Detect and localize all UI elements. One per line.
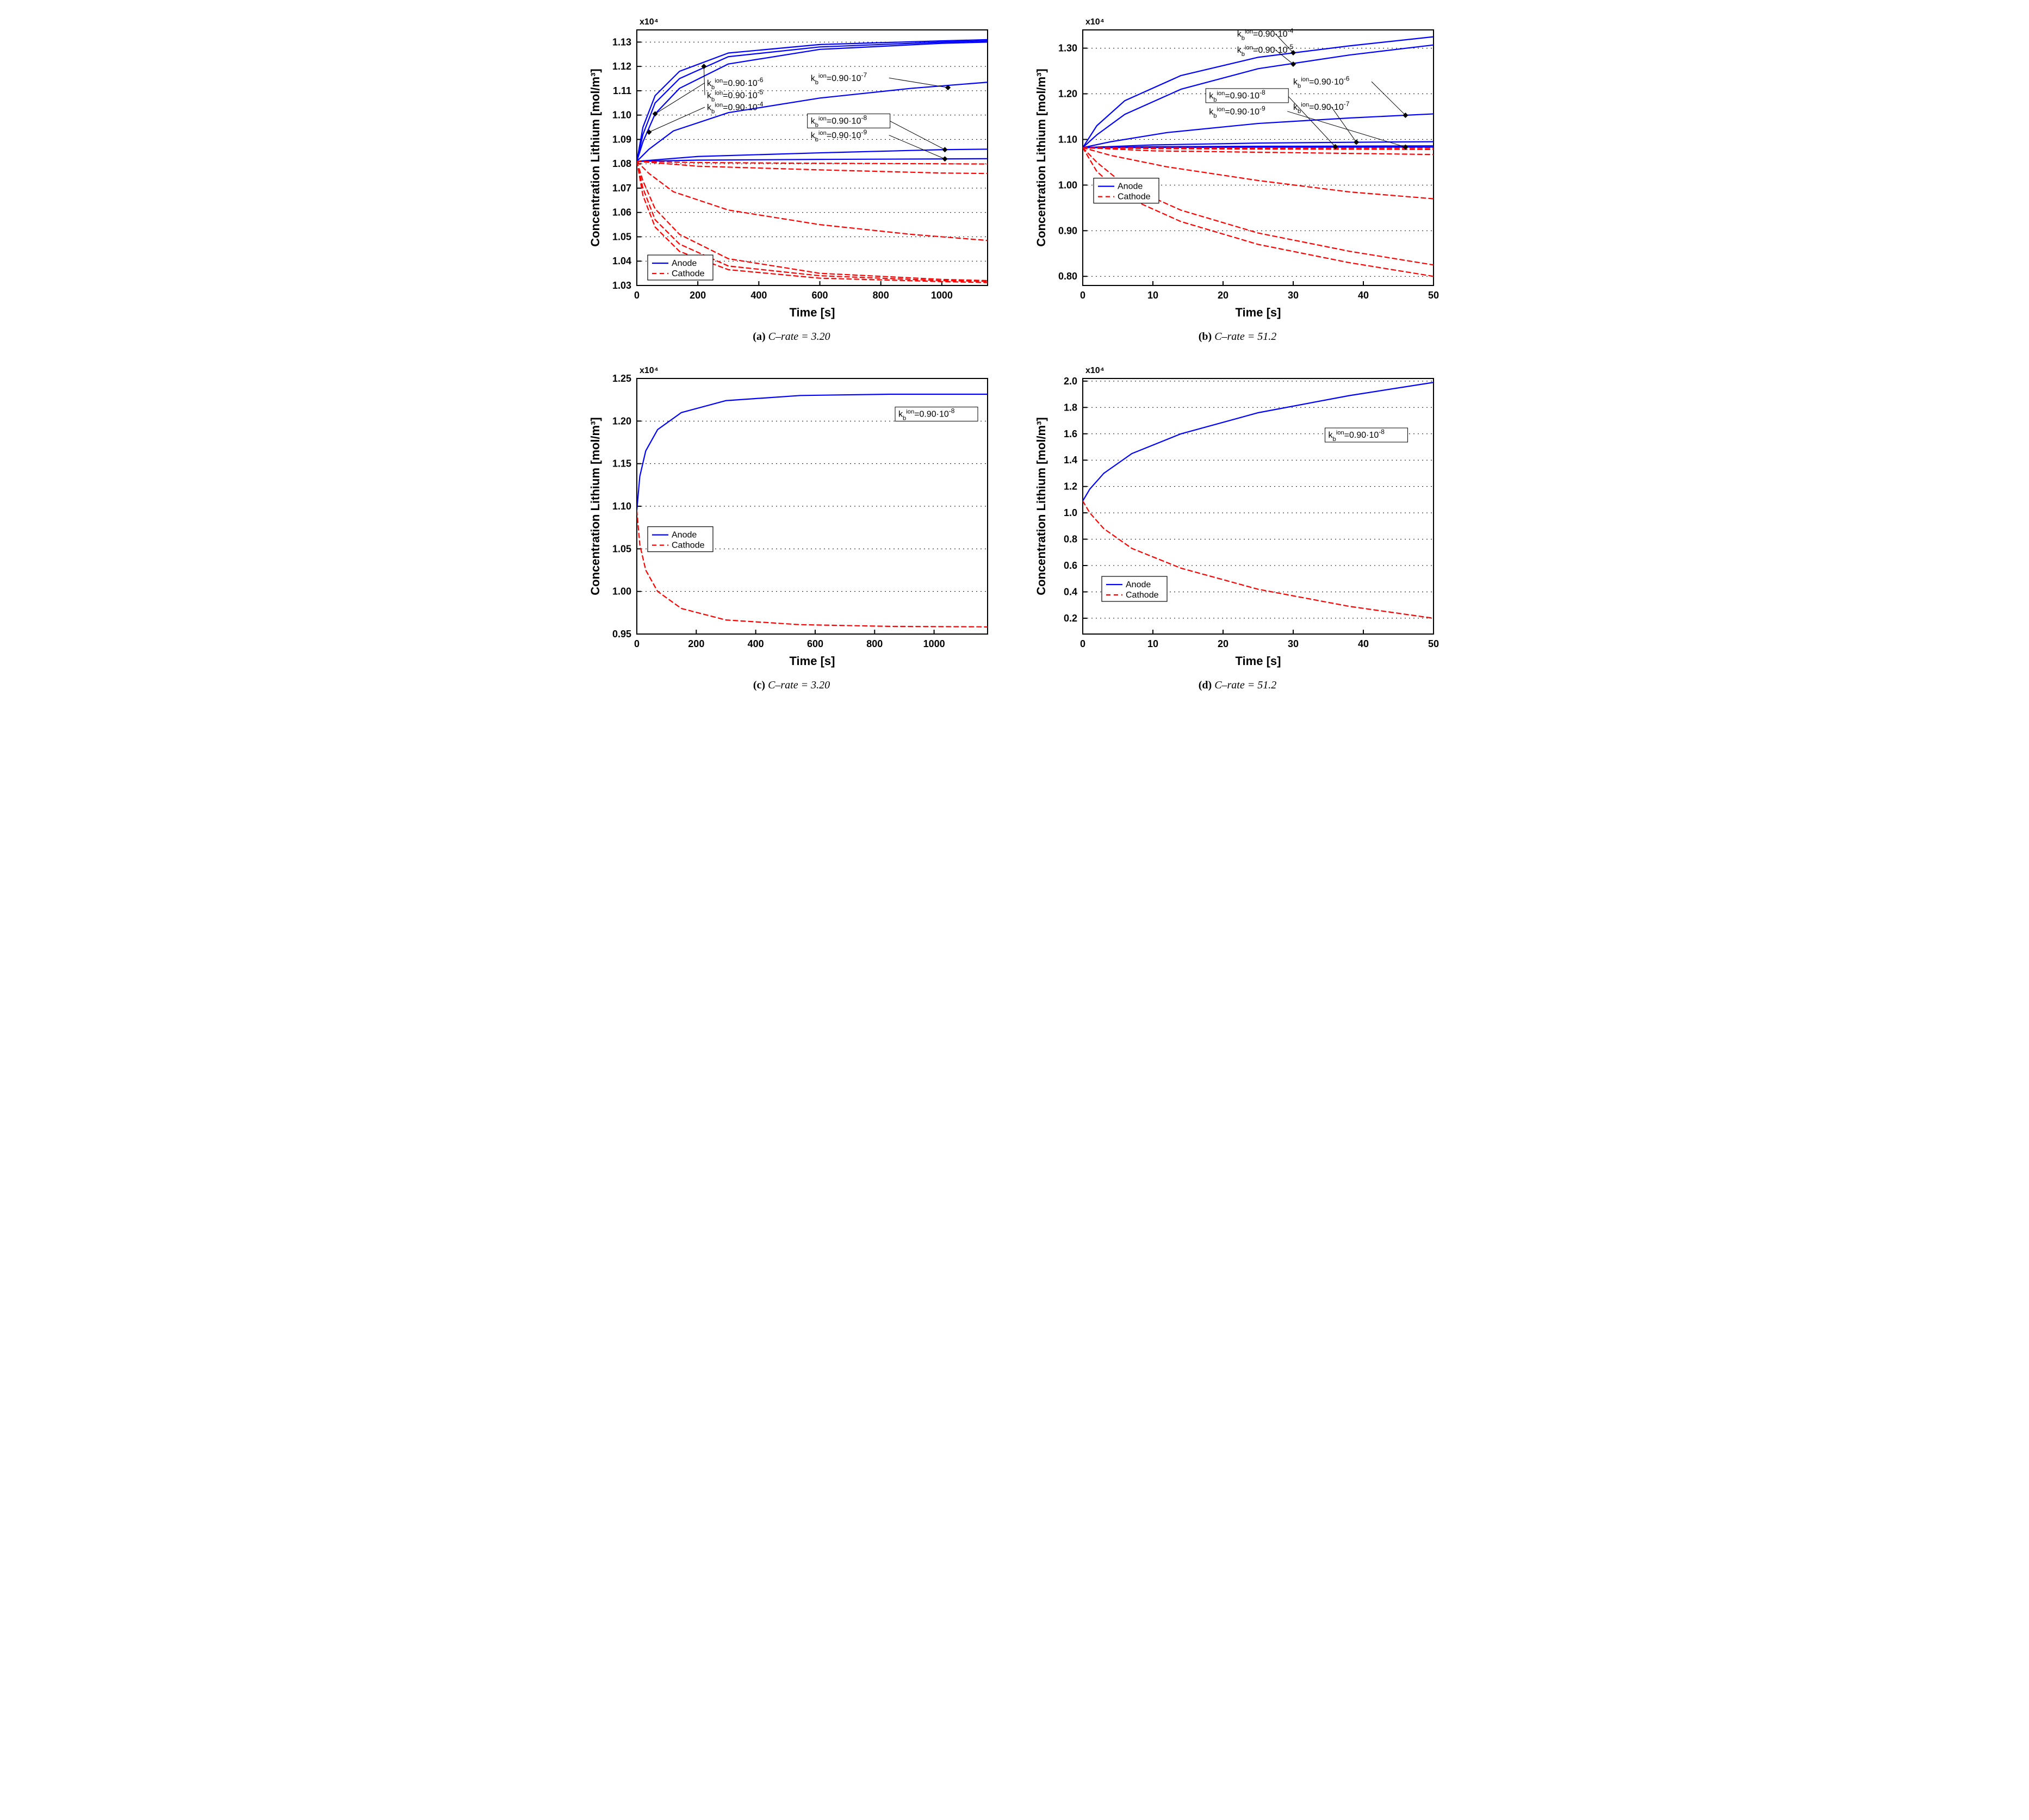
svg-text:1.10: 1.10 (612, 110, 631, 121)
svg-text:Concentration Lithium [mol/m³]: Concentration Lithium [mol/m³] (1034, 69, 1048, 247)
svg-text:1.10: 1.10 (612, 501, 631, 512)
svg-text:1.11: 1.11 (612, 85, 631, 96)
caption-a: (a) C–rate = 3.20 (753, 331, 830, 343)
svg-text:10: 10 (1147, 638, 1158, 649)
svg-text:0.4: 0.4 (1063, 586, 1077, 597)
svg-text:0: 0 (634, 638, 639, 649)
svg-text:1.06: 1.06 (612, 207, 631, 218)
svg-text:20: 20 (1217, 638, 1228, 649)
svg-text:400: 400 (747, 638, 764, 649)
svg-text:1.04: 1.04 (612, 256, 631, 266)
svg-text:Anode: Anode (1118, 182, 1143, 191)
svg-text:Time [s]: Time [s] (1235, 306, 1281, 319)
svg-text:Time [s]: Time [s] (789, 306, 835, 319)
chart-b: 0 10 20 30 40 50 0.80 0.90 1.00 1.10 1.20 1.30 x10⁴ T… (1031, 11, 1444, 326)
svg-text:1.08: 1.08 (612, 158, 631, 169)
svg-text:Cathode: Cathode (1126, 591, 1159, 600)
svg-text:1.13: 1.13 (612, 36, 631, 47)
svg-text:1000: 1000 (930, 290, 952, 301)
svg-text:0.8: 0.8 (1063, 534, 1077, 545)
svg-text:1.30: 1.30 (1058, 43, 1077, 54)
svg-text:1.12: 1.12 (612, 61, 631, 72)
svg-text:20: 20 (1217, 290, 1228, 301)
panel-a: 0 200 400 600 800 1000 1.03 1.04 1.05 1.06 1.07 1.0… (580, 11, 1004, 343)
svg-text:600: 600 (806, 638, 823, 649)
chart-c: 0 200 400 600 800 1000 0.95 1.00 1.05 1.10 1.15 1.2… (585, 359, 998, 675)
svg-text:50: 50 (1428, 638, 1438, 649)
caption-d: (d) C–rate = 51.2 (1199, 679, 1277, 692)
caption-a-text: C–rate = 3.20 (768, 331, 830, 343)
svg-text:40: 40 (1357, 290, 1368, 301)
svg-text:Cathode: Cathode (1118, 192, 1151, 202)
caption-c: (c) C–rate = 3.20 (753, 679, 830, 692)
svg-text:1.05: 1.05 (612, 543, 631, 554)
svg-text:0.95: 0.95 (612, 629, 631, 639)
svg-text:Concentration Lithium [mol/m³]: Concentration Lithium [mol/m³] (588, 69, 602, 247)
svg-text:1.07: 1.07 (612, 183, 631, 194)
svg-text:0.80: 0.80 (1058, 271, 1077, 282)
svg-text:1.00: 1.00 (1058, 179, 1077, 190)
svg-text:Anode: Anode (672, 531, 697, 540)
svg-text:Cathode: Cathode (672, 269, 705, 278)
svg-text:Cathode: Cathode (672, 541, 705, 550)
svg-text:1.03: 1.03 (612, 280, 631, 291)
caption-b-letter: (b) (1199, 331, 1212, 343)
svg-text:Concentration Lithium [mol/m³]: Concentration Lithium [mol/m³] (1034, 417, 1048, 595)
svg-text:400: 400 (750, 290, 767, 301)
svg-text:0: 0 (634, 290, 639, 301)
caption-b: (b) C–rate = 51.2 (1199, 331, 1277, 343)
panel-d: 0 10 20 30 40 50 0.2 0.4 0.6 0.8 1.0 1.2 1.4 1.6 1.8 2.… (1026, 359, 1450, 692)
caption-c-letter: (c) (753, 679, 765, 691)
svg-text:1000: 1000 (923, 638, 945, 649)
svg-text:x10⁴: x10⁴ (1085, 17, 1105, 27)
svg-text:600: 600 (811, 290, 828, 301)
svg-text:0: 0 (1079, 638, 1085, 649)
svg-text:1.2: 1.2 (1063, 481, 1077, 492)
caption-b-text: C–rate = 51.2 (1214, 331, 1276, 343)
panel-c: 0 200 400 600 800 1000 0.95 1.00 1.05 1.10 1.15 1.2… (580, 359, 1004, 692)
svg-text:x10⁴: x10⁴ (640, 366, 659, 375)
svg-text:1.8: 1.8 (1063, 402, 1077, 413)
svg-text:Time [s]: Time [s] (1235, 654, 1281, 668)
svg-text:200: 200 (690, 290, 706, 301)
svg-text:Concentration Lithium [mol/m³]: Concentration Lithium [mol/m³] (588, 417, 602, 595)
caption-a-letter: (a) (753, 331, 765, 343)
svg-text:1.20: 1.20 (1058, 89, 1077, 100)
caption-d-text: C–rate = 51.2 (1214, 679, 1276, 691)
svg-text:x10⁴: x10⁴ (640, 17, 659, 27)
svg-text:1.00: 1.00 (612, 586, 631, 597)
caption-c-text: C–rate = 3.20 (768, 679, 830, 691)
svg-text:1.10: 1.10 (1058, 134, 1077, 145)
svg-text:40: 40 (1357, 638, 1368, 649)
svg-text:0: 0 (1079, 290, 1085, 301)
svg-text:1.6: 1.6 (1063, 428, 1077, 439)
svg-text:Time [s]: Time [s] (789, 654, 835, 668)
svg-text:2.0: 2.0 (1063, 376, 1077, 387)
chart-d: 0 10 20 30 40 50 0.2 0.4 0.6 0.8 1.0 1.2 1.4 1.6 1.8 2.… (1031, 359, 1444, 675)
svg-text:1.4: 1.4 (1063, 455, 1077, 465)
svg-text:30: 30 (1287, 638, 1298, 649)
svg-text:1.25: 1.25 (612, 373, 631, 384)
figure-grid: 020040060080010001.031.041.051.061.071.0… (580, 11, 1450, 692)
chart-a: 0 200 400 600 800 1000 1.03 1.04 1.05 1.06 1.07 1.0… (585, 11, 998, 326)
svg-text:800: 800 (866, 638, 883, 649)
svg-text:Anode: Anode (672, 259, 697, 268)
svg-text:1.20: 1.20 (612, 415, 631, 426)
caption-d-letter: (d) (1199, 679, 1212, 691)
svg-text:1.05: 1.05 (612, 231, 631, 242)
svg-text:50: 50 (1428, 290, 1438, 301)
panel-b: 0 10 20 30 40 50 0.80 0.90 1.00 1.10 1.20 1.30 x10⁴ T… (1026, 11, 1450, 343)
svg-text:Anode: Anode (1126, 580, 1151, 589)
svg-text:0.6: 0.6 (1063, 560, 1077, 571)
svg-text:30: 30 (1287, 290, 1298, 301)
svg-text:x10⁴: x10⁴ (1085, 366, 1105, 375)
svg-text:10: 10 (1147, 290, 1158, 301)
svg-text:200: 200 (688, 638, 704, 649)
svg-text:1.15: 1.15 (612, 458, 631, 469)
svg-text:0.2: 0.2 (1063, 613, 1077, 624)
svg-text:1.0: 1.0 (1063, 507, 1077, 518)
svg-text:0.90: 0.90 (1058, 225, 1077, 236)
svg-text:800: 800 (872, 290, 889, 301)
svg-text:1.09: 1.09 (612, 134, 631, 145)
